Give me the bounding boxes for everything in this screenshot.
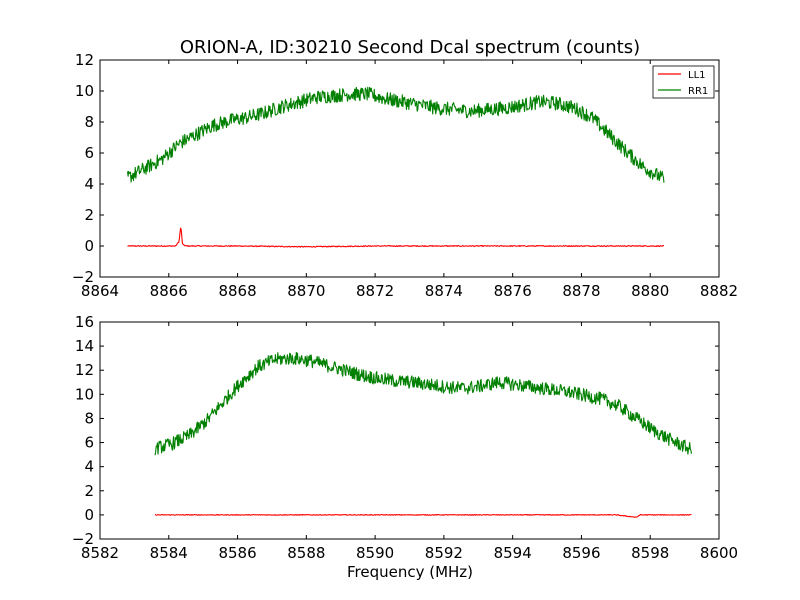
y-tick-label: 6 xyxy=(84,144,94,162)
top-spectrum-panel: 8864 8866 8868 8870 8872 8874 8876 8878 8880 8882… xyxy=(72,51,738,300)
series-line-rr1 xyxy=(154,351,693,456)
x-tick-label: 8590 xyxy=(356,544,394,562)
y-tick-label: 4 xyxy=(84,458,94,476)
y-tick-label: 10 xyxy=(75,82,94,100)
legend-box xyxy=(652,65,715,99)
y-tick-label: −2 xyxy=(72,530,94,548)
x-tick-label: 8876 xyxy=(494,282,532,300)
y-tick-label: 10 xyxy=(75,385,94,403)
x-tick-label: 8584 xyxy=(150,544,188,562)
x-tick-label: 8870 xyxy=(287,282,325,300)
y-tick-label: 0 xyxy=(84,506,94,524)
y-tick-label: 0 xyxy=(84,237,94,255)
y-tick-label: 12 xyxy=(75,361,94,379)
x-tick-label: 8872 xyxy=(356,282,394,300)
x-axis-label: Frequency (MHz) xyxy=(347,563,473,581)
x-tick-label: 8600 xyxy=(700,544,738,562)
y-tick-label: −2 xyxy=(72,268,94,286)
x-tick-label: 8582 xyxy=(81,544,119,562)
x-tick-label: 8594 xyxy=(494,544,532,562)
y-tick-label: 6 xyxy=(84,434,94,452)
series-line-rr1 xyxy=(126,86,665,183)
x-tick-label: 8864 xyxy=(81,282,119,300)
x-tick-label: 8874 xyxy=(425,282,463,300)
y-tick-label: 2 xyxy=(84,482,94,500)
x-tick-label: 8868 xyxy=(218,282,256,300)
y-tick-label: 8 xyxy=(84,409,94,427)
y-tick-label: 16 xyxy=(75,313,94,331)
legend: LL1 RR1 xyxy=(652,65,715,99)
y-tick-label: 8 xyxy=(84,113,94,131)
series-line-ll1 xyxy=(154,513,692,518)
chart-title: ORION-A, ID:30210 Second Dcal spectrum (… xyxy=(180,37,640,58)
plot-frame xyxy=(99,321,720,540)
x-tick-label: 8880 xyxy=(631,282,669,300)
x-tick-label: 8882 xyxy=(700,282,738,300)
y-tick-label: 4 xyxy=(84,175,94,193)
x-tick-label: 8598 xyxy=(631,544,669,562)
y-tick-label: 2 xyxy=(84,206,94,224)
x-tick-label: 8878 xyxy=(562,282,600,300)
y-tick-label: 14 xyxy=(75,337,94,355)
legend-entry-rr1: RR1 xyxy=(688,86,708,97)
bottom-spectrum-panel: 8582 8584 8586 8588 8590 8592 8594 8596 8598 8600… xyxy=(72,313,738,562)
series-line-ll1 xyxy=(127,227,665,248)
x-tick-label: 8866 xyxy=(150,282,188,300)
legend-entry-ll1: LL1 xyxy=(688,70,706,81)
x-tick-label: 8588 xyxy=(287,544,325,562)
y-tick-label: 12 xyxy=(75,51,94,69)
x-tick-label: 8586 xyxy=(218,544,256,562)
plot-frame xyxy=(99,59,720,278)
x-tick-label: 8592 xyxy=(425,544,463,562)
x-tick-label: 8596 xyxy=(562,544,600,562)
